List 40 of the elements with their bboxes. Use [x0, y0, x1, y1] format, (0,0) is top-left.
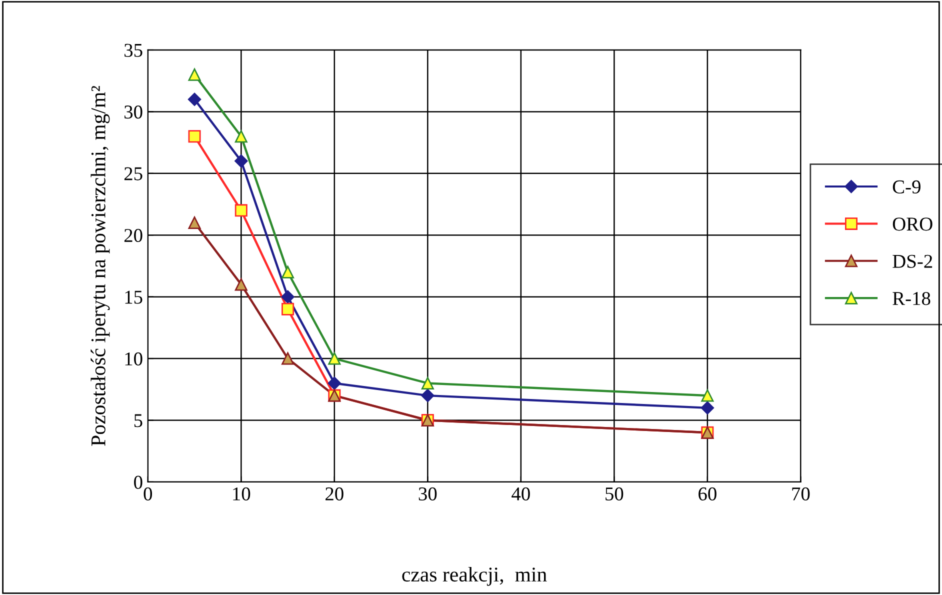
point — [188, 92, 202, 106]
legend-label: R-18 — [892, 292, 930, 306]
point — [700, 401, 714, 414]
point — [328, 376, 341, 390]
y-tick-label: 35 — [124, 44, 142, 57]
x-axis-title: czas reakcji, min — [402, 566, 547, 586]
y-tick-label: 30 — [124, 106, 142, 119]
y-tick-label: 10 — [125, 352, 142, 366]
legend-label: ORO — [892, 218, 932, 231]
y-tick-label: 0 — [134, 476, 142, 489]
y-tick-label: 5 — [134, 414, 142, 428]
y-tick-label: 20 — [124, 228, 142, 242]
y-tick-label: 25 — [124, 167, 142, 180]
point — [328, 352, 341, 365]
x-tick-label: 70 — [792, 487, 810, 500]
point — [701, 389, 714, 402]
y-axis-title: Pozostałość iperytu na powierzchni, mg/m² — [90, 86, 110, 446]
point — [282, 302, 294, 316]
point — [282, 266, 294, 278]
x-tick-label: 30 — [418, 487, 437, 500]
x-tick-label: 20 — [326, 487, 344, 500]
point — [421, 388, 434, 402]
x-tick-label: 50 — [606, 487, 624, 500]
legend-label: DS-2 — [892, 254, 932, 268]
point — [234, 130, 248, 143]
x-tick-label: 60 — [698, 487, 716, 500]
y-tick-label: 15 — [125, 290, 142, 304]
point — [281, 290, 294, 304]
point — [234, 154, 248, 168]
point — [234, 278, 248, 291]
point — [188, 68, 201, 81]
x-tick-label: 40 — [512, 487, 530, 500]
legend-label: C-9 — [892, 180, 920, 194]
point — [282, 352, 294, 365]
x-tick-label: 10 — [233, 487, 250, 500]
point — [234, 204, 248, 217]
point — [188, 216, 201, 230]
point — [188, 130, 201, 143]
point — [421, 376, 434, 390]
x-tick-label: 0 — [144, 487, 152, 500]
